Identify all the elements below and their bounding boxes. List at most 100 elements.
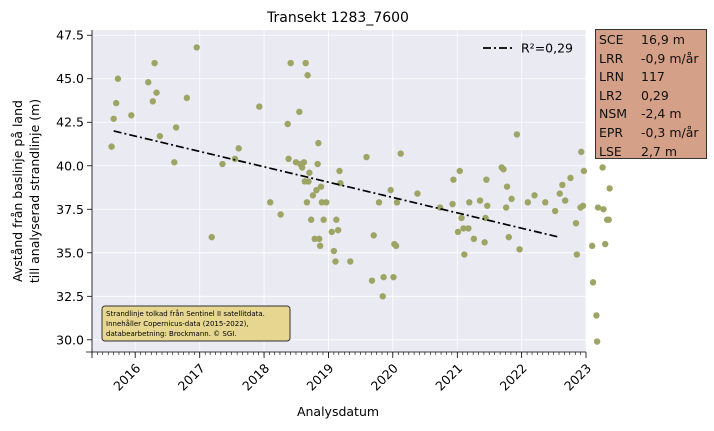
data-point bbox=[414, 190, 421, 197]
x-tick-label: 2020 bbox=[368, 360, 401, 393]
stat-key: LRR bbox=[599, 50, 624, 66]
data-point bbox=[313, 186, 320, 194]
data-point bbox=[287, 59, 294, 67]
data-point bbox=[466, 199, 473, 206]
data-point bbox=[559, 181, 566, 189]
data-point bbox=[572, 220, 580, 227]
data-point bbox=[579, 202, 587, 209]
data-point bbox=[219, 160, 226, 168]
data-point bbox=[302, 59, 309, 67]
stat-value: -0,3 m/år bbox=[641, 124, 699, 140]
data-point bbox=[171, 159, 178, 166]
data-point bbox=[484, 202, 491, 209]
data-point bbox=[594, 204, 602, 211]
data-point bbox=[114, 75, 122, 82]
stat-row-lse: LSE 2,7 m bbox=[599, 143, 706, 162]
data-point bbox=[450, 176, 457, 183]
data-point bbox=[151, 59, 158, 67]
stat-key: LRN bbox=[599, 69, 624, 85]
note-line-3: databearbetning: Brockmann. © SGI. bbox=[106, 330, 237, 338]
note-box bbox=[101, 305, 291, 342]
data-source-note: Strandlinje tolkad från Sentinel II sate… bbox=[101, 305, 291, 342]
data-point bbox=[149, 98, 157, 105]
y-axis-label-line-1: Avstånd från baslinje på land bbox=[10, 100, 25, 282]
data-point bbox=[458, 214, 465, 222]
data-point bbox=[483, 176, 490, 183]
data-point bbox=[235, 145, 242, 152]
legend: R²=0,29 bbox=[483, 41, 573, 56]
stat-value: 2,7 m bbox=[641, 143, 678, 159]
data-point bbox=[277, 211, 284, 218]
plot-area bbox=[92, 30, 586, 352]
stat-key: SCE bbox=[599, 32, 624, 47]
note-line-1: Strandlinje tolkad från Sentinel II sate… bbox=[106, 309, 265, 318]
y-tick-label: 30.0 bbox=[56, 332, 84, 347]
data-point bbox=[393, 199, 401, 206]
data-point bbox=[298, 164, 306, 171]
data-point bbox=[465, 225, 472, 232]
stat-key: LR2 bbox=[599, 87, 623, 103]
data-point bbox=[573, 251, 581, 258]
x-tick-label: 2019 bbox=[303, 360, 336, 393]
data-point bbox=[368, 277, 376, 284]
data-point bbox=[193, 44, 200, 51]
data-point bbox=[516, 246, 523, 253]
data-point bbox=[460, 225, 467, 232]
data-point bbox=[392, 242, 400, 250]
data-point bbox=[108, 143, 115, 150]
data-point bbox=[305, 178, 312, 185]
stat-row-nsm: NSM -2,4 m bbox=[599, 105, 706, 124]
stat-value: -0,9 m/år bbox=[641, 50, 699, 66]
y-tick-label: 32.5 bbox=[56, 289, 84, 304]
x-tick-label: 2016 bbox=[110, 360, 143, 393]
x-tick-label: 2022 bbox=[497, 361, 530, 394]
data-point bbox=[336, 167, 343, 175]
data-point bbox=[208, 233, 215, 241]
data-point bbox=[513, 131, 521, 138]
data-point bbox=[128, 112, 135, 119]
data-point bbox=[334, 226, 342, 234]
data-point bbox=[449, 200, 456, 208]
data-point bbox=[284, 120, 291, 128]
grid bbox=[92, 30, 587, 352]
x-tick-label: 2021 bbox=[432, 361, 465, 394]
data-point bbox=[307, 216, 315, 223]
data-point bbox=[505, 233, 512, 241]
chart-title: Transekt 1283_7600 bbox=[266, 10, 409, 26]
data-point bbox=[500, 166, 507, 173]
data-point bbox=[314, 160, 321, 168]
stat-row-sce: SCE 16,9 m bbox=[599, 31, 706, 50]
data-point bbox=[303, 199, 311, 206]
data-point bbox=[347, 258, 354, 265]
data-point bbox=[323, 199, 330, 206]
stat-row-lr2: LR2 0,29 bbox=[599, 87, 706, 106]
data-point bbox=[316, 242, 324, 250]
data-point bbox=[542, 199, 549, 206]
x-axis: 2016 2017 2018 2019 2020 2021 2022 2023 bbox=[91, 352, 594, 394]
data-point bbox=[296, 108, 303, 116]
x-axis-label: Analysdatum bbox=[297, 404, 379, 419]
data-point bbox=[390, 273, 397, 281]
data-point bbox=[531, 192, 538, 199]
data-point bbox=[556, 190, 563, 197]
x-tick-label: 2018 bbox=[239, 360, 272, 393]
scatter-points bbox=[108, 44, 613, 345]
data-point bbox=[285, 155, 292, 162]
stat-row-lrn: LRN 117 bbox=[599, 68, 706, 87]
data-point bbox=[315, 139, 322, 147]
data-point bbox=[599, 164, 606, 171]
data-point bbox=[605, 216, 612, 223]
data-point bbox=[110, 115, 117, 122]
data-point bbox=[333, 216, 340, 223]
data-point bbox=[306, 169, 313, 176]
data-point bbox=[318, 199, 326, 206]
data-point bbox=[316, 235, 323, 243]
y-tick-label: 42.5 bbox=[56, 115, 84, 130]
data-point bbox=[606, 185, 613, 192]
data-point bbox=[481, 239, 488, 246]
y-axis-label-line-2: till analyserad strandlinje (m) bbox=[27, 99, 42, 283]
y-tick-label: 37.5 bbox=[56, 202, 84, 217]
data-point bbox=[580, 167, 588, 175]
stat-value: 0,29 bbox=[641, 87, 669, 103]
